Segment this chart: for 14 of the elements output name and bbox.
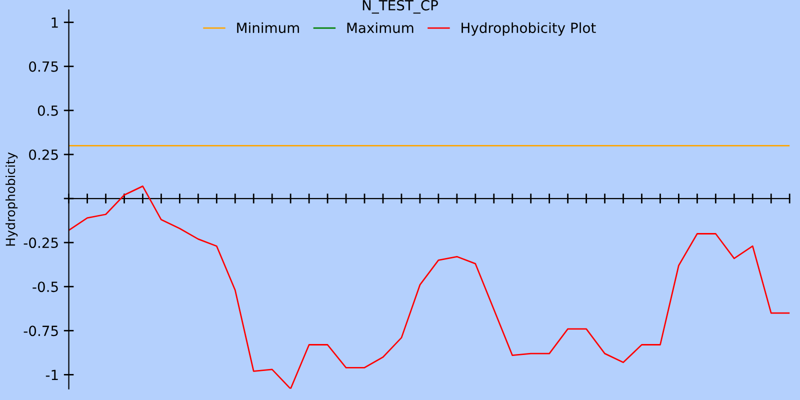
chart-title: N_TEST_CP <box>362 0 438 14</box>
y-tick-label: -0.75 <box>24 326 58 336</box>
line-series <box>68 185 790 389</box>
y-tick-label: -1 <box>46 370 58 380</box>
y-tick-label: 0.25 <box>29 149 58 160</box>
y-tick-label: 0.5 <box>38 105 58 116</box>
legend-label: Minimum <box>237 22 299 34</box>
legend-label: Maximum <box>347 22 414 34</box>
y-tick-label: -0.5 <box>32 282 58 292</box>
y-tick-label: 0.75 <box>29 61 58 72</box>
y-tick-label: 1 <box>52 17 58 28</box>
legend-label: Hydrophobicity Plot <box>462 22 596 36</box>
y-tick-label: -0.25 <box>24 238 58 248</box>
y-axis-title: Hydrophobicity <box>5 152 18 246</box>
